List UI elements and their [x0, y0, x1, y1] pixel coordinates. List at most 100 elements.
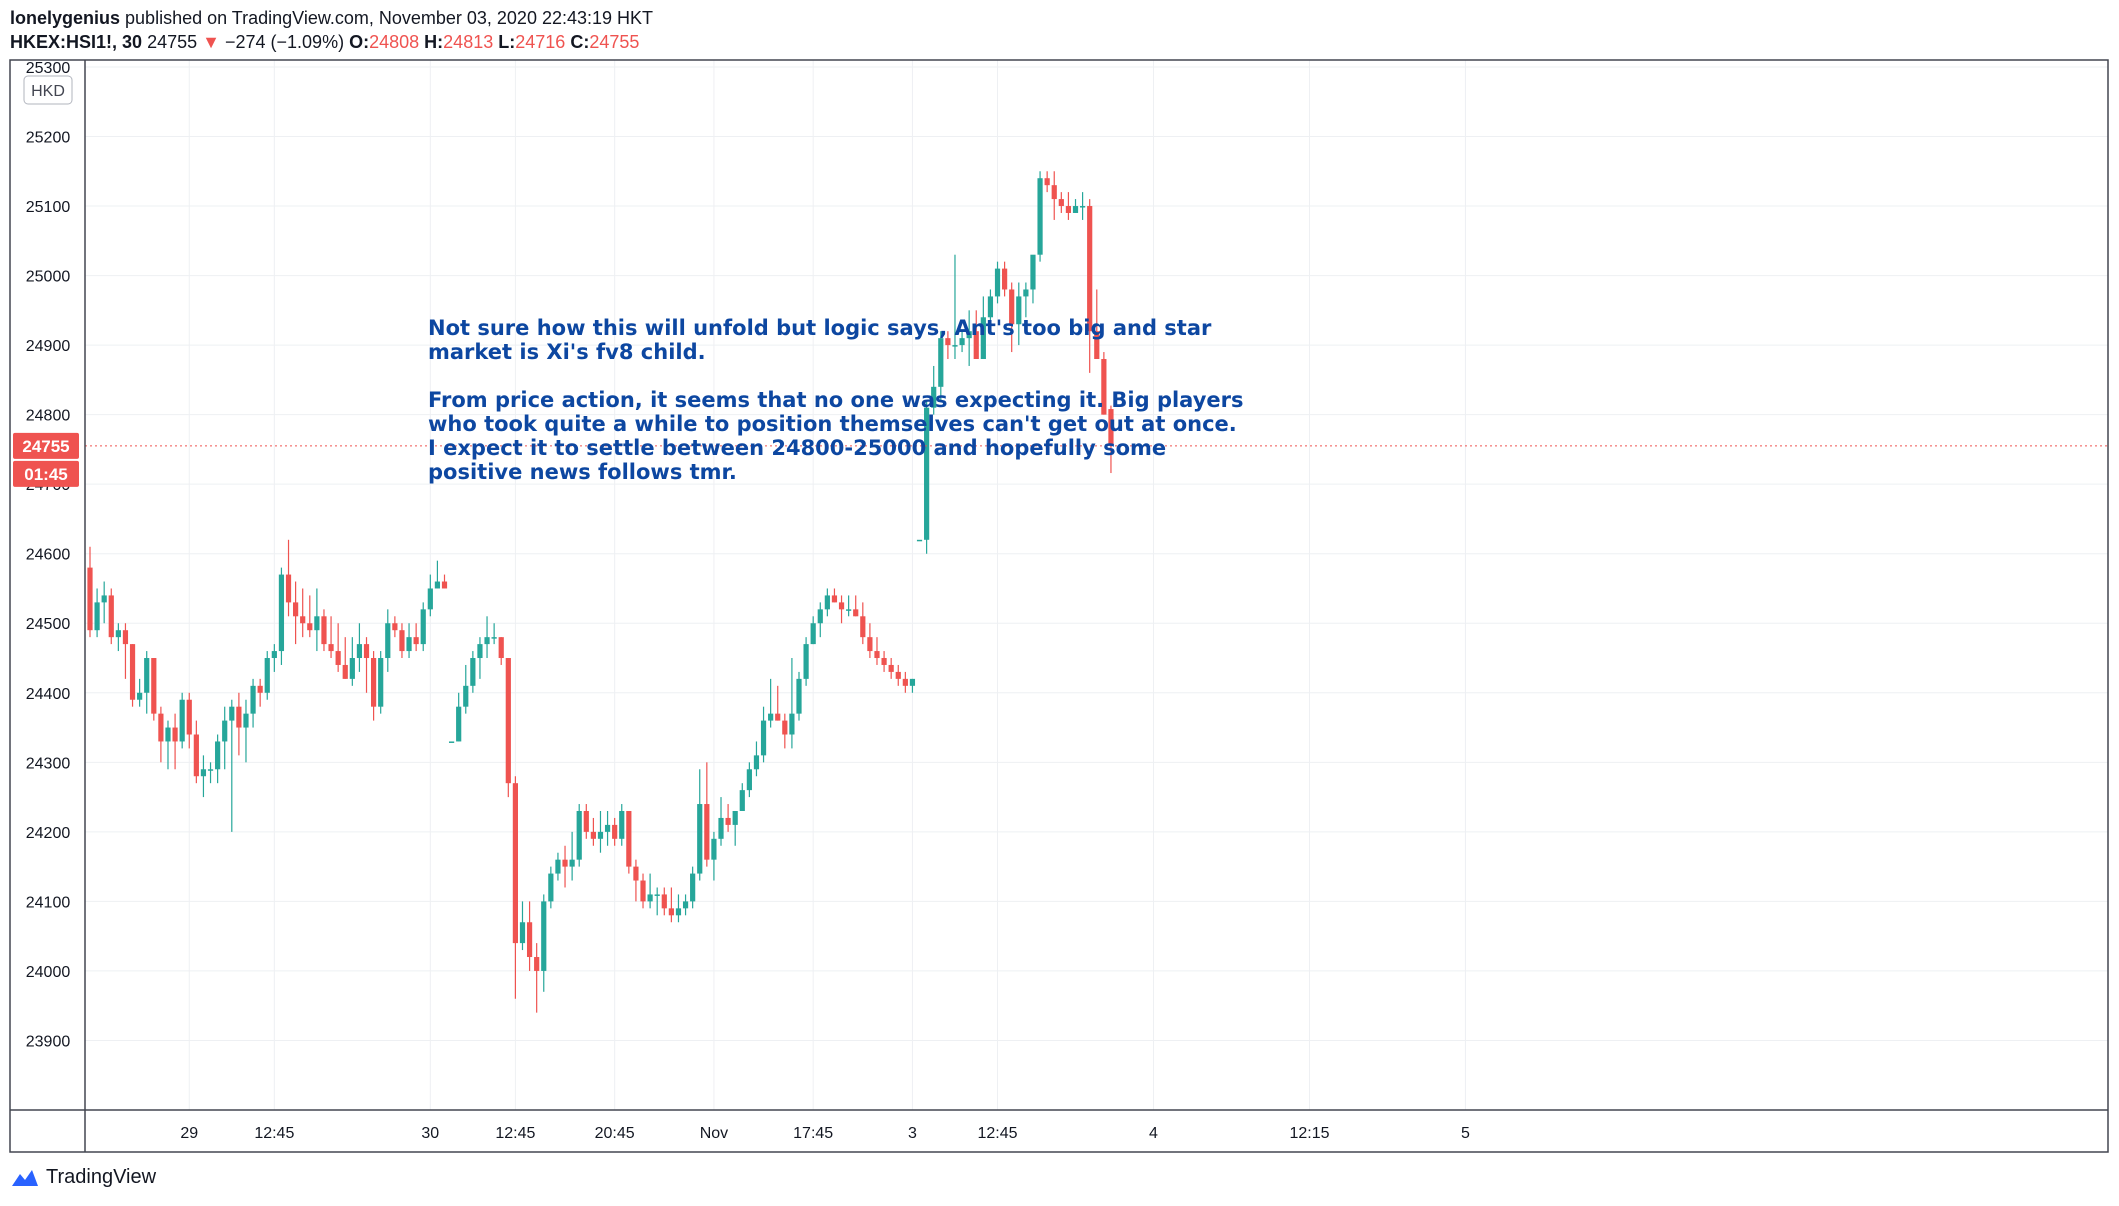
- candle-body: [505, 658, 511, 784]
- close-value: 24755: [589, 32, 640, 52]
- candle-body: [229, 706, 235, 721]
- last-price-badge: [13, 432, 79, 459]
- candle-body: [817, 609, 823, 624]
- candle-body: [1108, 409, 1114, 446]
- candle-body: [789, 713, 795, 735]
- brand-label[interactable]: TradingView: [46, 1166, 157, 1188]
- candle-body: [519, 922, 526, 944]
- candle-body: [385, 623, 391, 659]
- grid-lines: [85, 60, 2108, 1110]
- x-tick-label: 12:45: [254, 1125, 294, 1142]
- candle-body: [668, 908, 674, 916]
- candle-body: [371, 658, 377, 707]
- candle-body: [448, 741, 455, 743]
- candle-body: [108, 595, 114, 638]
- candle-body: [838, 602, 845, 610]
- candle-body: [661, 894, 667, 909]
- candle-body: [548, 873, 554, 902]
- candle-body: [675, 908, 682, 916]
- countdown-badge: [13, 460, 79, 487]
- open-label: O:: [349, 32, 370, 52]
- candle-body: [555, 859, 561, 874]
- candle-body: [122, 630, 129, 645]
- candle-body: [470, 658, 476, 686]
- candle-body: [831, 595, 838, 603]
- candle-body: [874, 651, 880, 659]
- candle-body: [924, 407, 930, 540]
- y-tick-label: 24500: [26, 616, 71, 633]
- y-tick-label: 25200: [26, 129, 71, 146]
- candle-body: [101, 595, 107, 603]
- candle-body: [271, 651, 277, 659]
- author-name[interactable]: lonelygenius: [10, 8, 121, 28]
- candle-body: [285, 574, 292, 603]
- candle-body: [973, 331, 979, 360]
- candle-body: [895, 671, 901, 679]
- candle-body: [931, 386, 937, 408]
- candle-body: [690, 873, 696, 902]
- publish-line: lonelygenius published on TradingView.co…: [10, 6, 653, 30]
- candle-body: [881, 658, 887, 665]
- change-down-icon: ▼: [202, 32, 220, 52]
- footer: TradingView: [10, 1166, 156, 1189]
- candle-body: [583, 810, 589, 832]
- candle-body: [803, 644, 809, 679]
- candle-body: [137, 692, 143, 700]
- candle-body: [151, 658, 157, 714]
- candle-body: [512, 783, 518, 944]
- y-tick-label: 24600: [26, 547, 71, 564]
- candle-body: [945, 338, 951, 346]
- candle-body: [654, 894, 660, 896]
- x-tick-label: 12:15: [1289, 1125, 1329, 1142]
- candle-body: [1094, 331, 1100, 360]
- high-label: H:: [424, 32, 444, 52]
- candle-body: [1051, 185, 1057, 200]
- last-price-badge-text: 24755: [22, 437, 69, 456]
- change-value: −274 (−1.09%): [224, 32, 345, 52]
- candle-body: [534, 957, 540, 971]
- candle-body: [626, 810, 632, 867]
- candle-body: [711, 838, 717, 860]
- candle-body: [456, 706, 462, 742]
- candle-body: [222, 720, 228, 742]
- candle-body: [441, 581, 448, 589]
- candle-body: [1009, 289, 1015, 325]
- candle-body: [264, 658, 270, 693]
- x-axis[interactable]: 29 12:45 30 12:45 20:45 Nov 17:45 3 12:45 4 12:15 5: [180, 1125, 1470, 1142]
- y-tick-label: 24000: [26, 964, 71, 981]
- candle-body: [463, 685, 469, 707]
- candle-body: [994, 268, 1001, 297]
- last-price: 24755: [147, 32, 198, 52]
- candle-body: [1037, 178, 1043, 255]
- candle-body: [902, 678, 908, 686]
- candle-body: [569, 859, 575, 867]
- candle-body: [477, 644, 483, 659]
- candle-body: [420, 609, 426, 645]
- y-tick-label: 25000: [26, 269, 71, 286]
- y-axis[interactable]: 23900 24000 24100 24200 24300 24400 24500 24600…: [26, 60, 71, 1051]
- candle-body: [236, 706, 242, 728]
- candle-body: [335, 651, 341, 665]
- candle-body: [179, 699, 185, 742]
- candle-body: [987, 296, 994, 318]
- candle-body: [392, 623, 398, 631]
- tradingview-logo-icon[interactable]: [10, 1168, 40, 1188]
- candle-body: [342, 664, 348, 679]
- candle-body: [200, 769, 207, 777]
- x-tick-label: 3: [908, 1125, 917, 1142]
- candle-body: [647, 894, 653, 902]
- candle-body: [753, 755, 760, 770]
- candle-body: [257, 685, 263, 693]
- candle-body: [427, 588, 433, 610]
- candle-body: [378, 658, 384, 707]
- candle-body: [498, 637, 504, 659]
- candle-body: [215, 741, 221, 770]
- candle-body: [846, 609, 852, 611]
- x-tick-label: 20:45: [595, 1125, 635, 1142]
- x-tick-label: 17:45: [793, 1125, 833, 1142]
- candle-body: [87, 567, 93, 631]
- x-tick-label: 30: [421, 1125, 439, 1142]
- annotation-text[interactable]: Not sure how this will unfold but logic …: [428, 316, 1244, 484]
- symbol-label[interactable]: HKEX:HSI1!, 30: [10, 32, 143, 52]
